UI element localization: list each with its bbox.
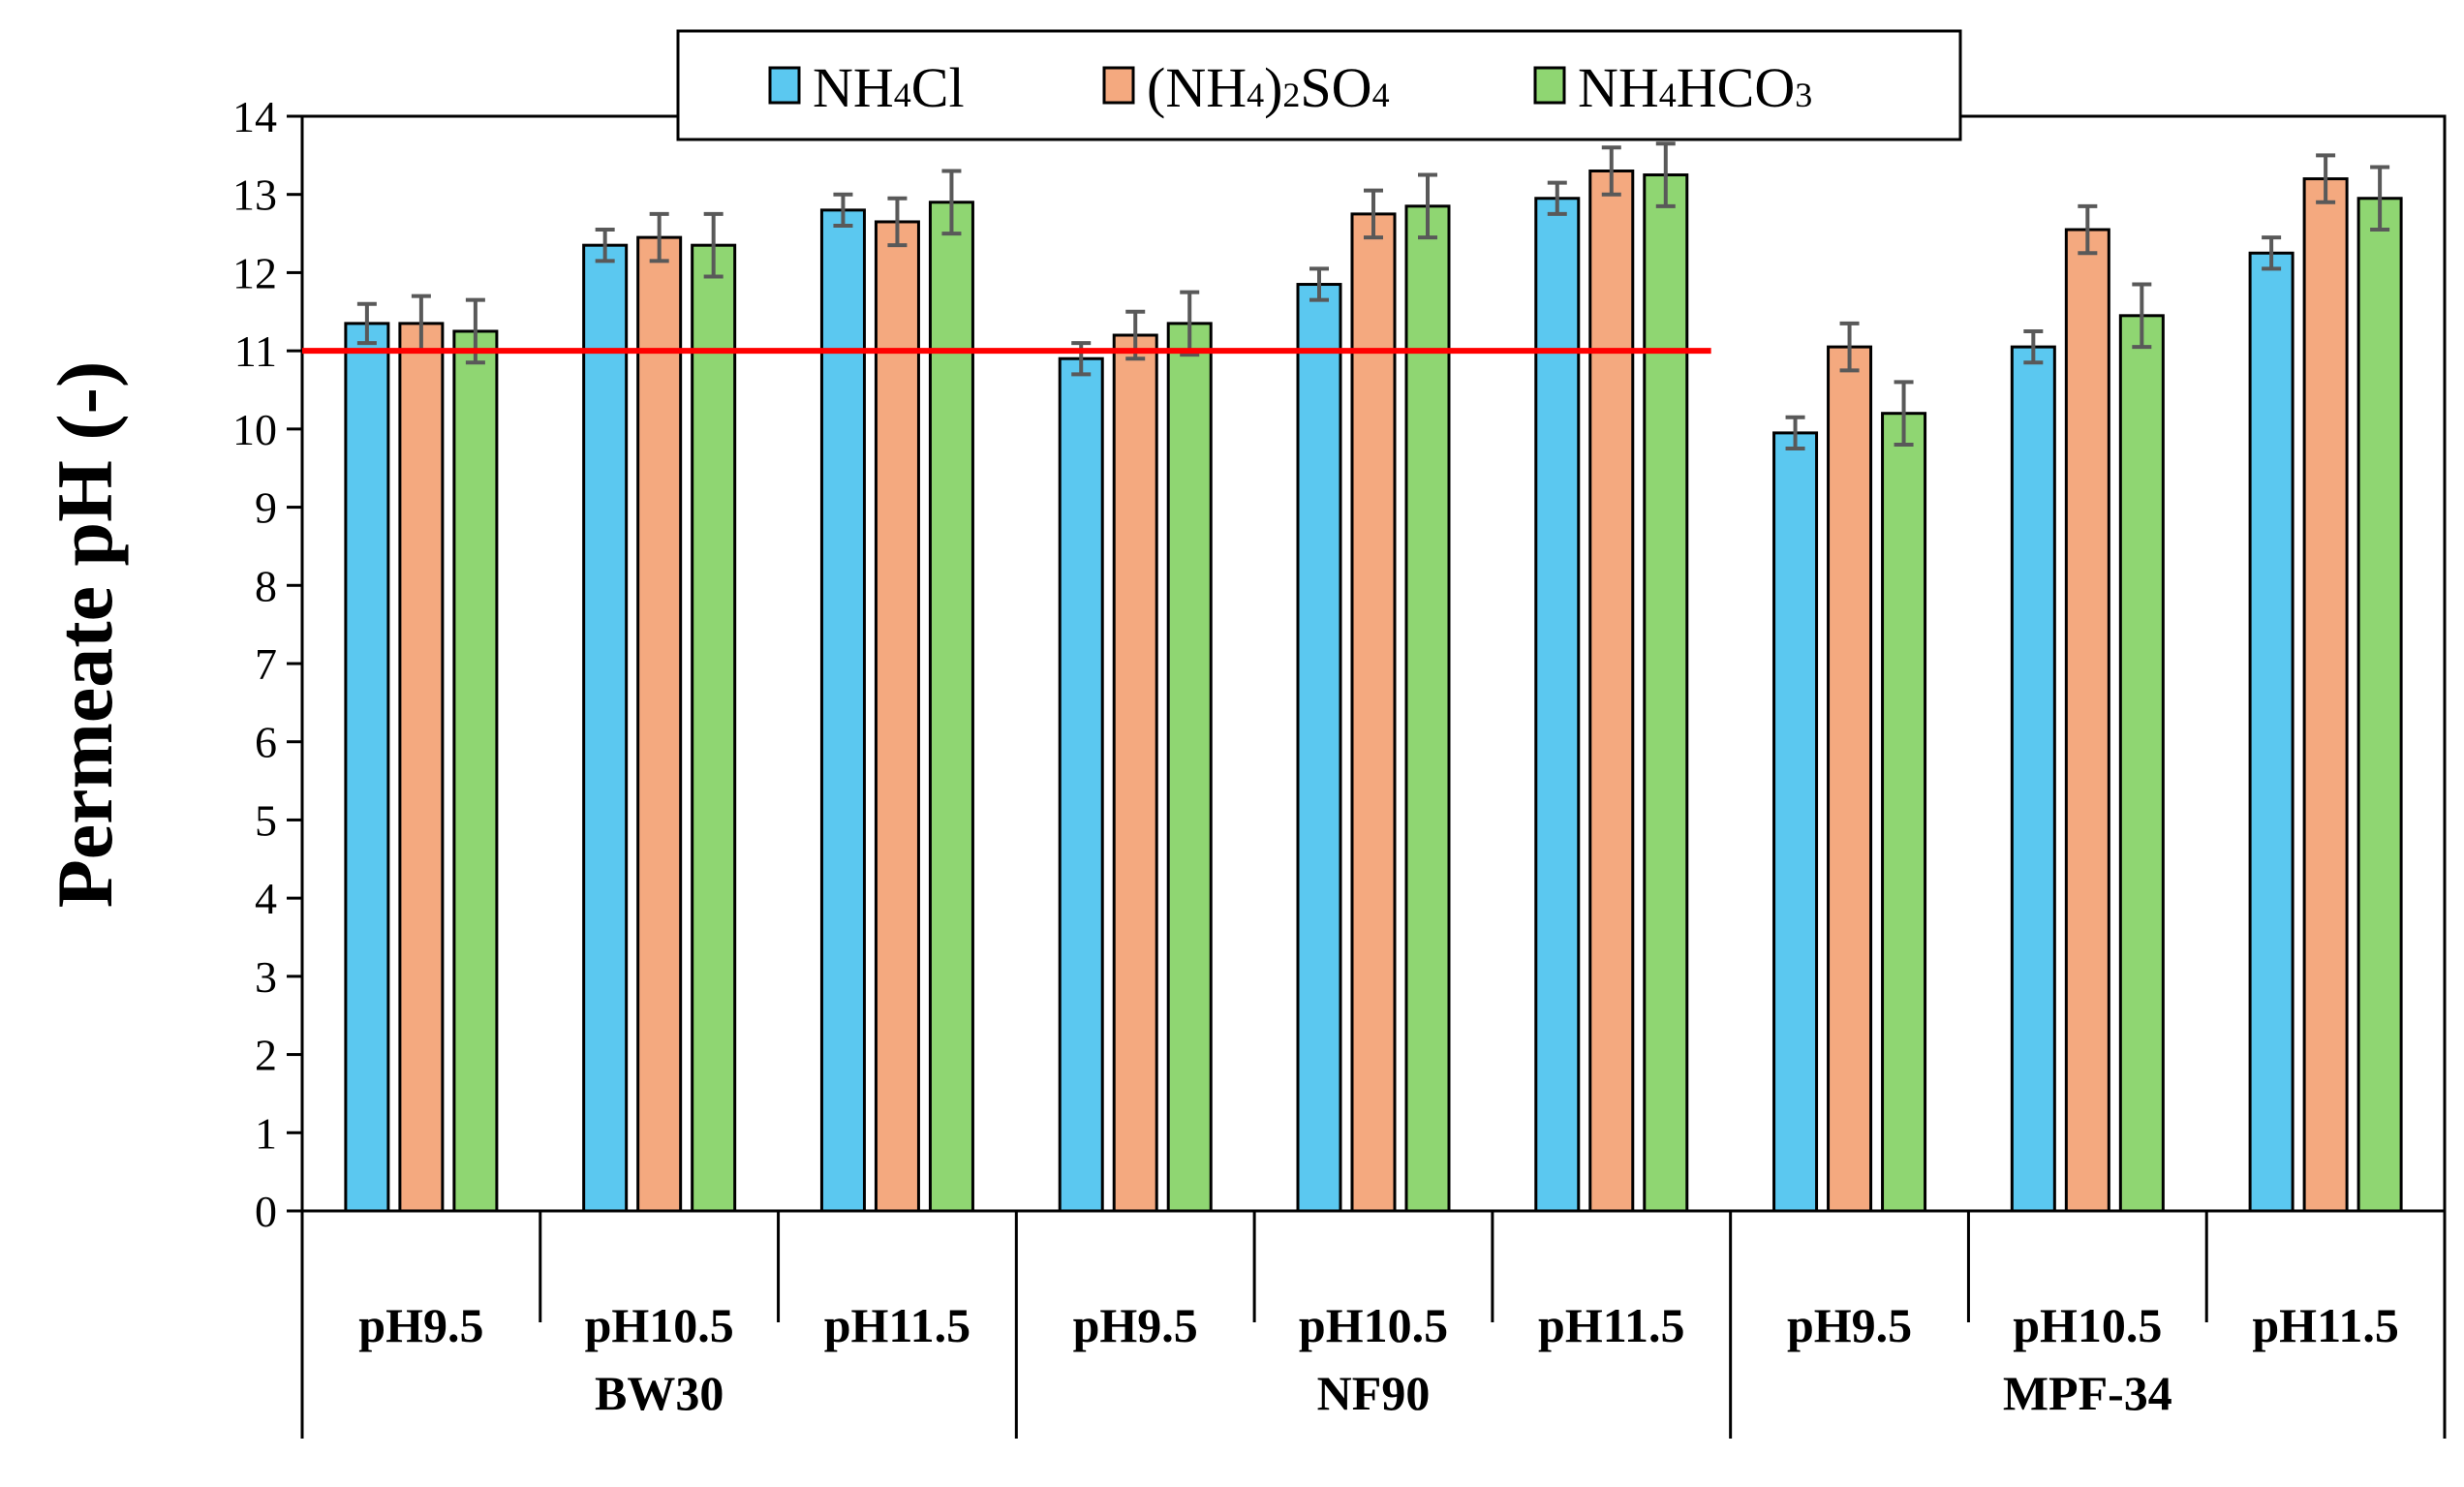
- bar: [344, 322, 390, 1213]
- y-tick-label: 11: [234, 326, 277, 376]
- legend-box: [676, 29, 1962, 141]
- y-tick-label: 6: [255, 718, 277, 767]
- bar: [1643, 173, 1689, 1213]
- y-tick-label: 5: [255, 795, 277, 845]
- bar: [2302, 177, 2349, 1213]
- y-tick-label: 4: [255, 874, 277, 923]
- bar: [582, 243, 629, 1213]
- y-tick-label: 2: [255, 1031, 277, 1080]
- bar: [874, 220, 920, 1213]
- category-label: pH10.5: [2013, 1298, 2162, 1352]
- y-tick-label: 3: [255, 952, 277, 1002]
- bar: [2064, 228, 2110, 1213]
- y-tick-label: 10: [232, 405, 277, 454]
- group-label: NF90: [1317, 1366, 1431, 1420]
- legend: NH4Cl (NH4)2SO4 NH4HCO3: [676, 29, 1962, 141]
- bar: [1166, 322, 1213, 1213]
- bar: [691, 243, 737, 1213]
- bar: [2356, 197, 2403, 1213]
- category-label: pH9.5: [358, 1298, 483, 1352]
- category-label: pH10.5: [1299, 1298, 1448, 1352]
- category-label: pH11.5: [824, 1298, 970, 1352]
- y-tick-label: 7: [255, 639, 277, 689]
- bar: [1534, 197, 1581, 1213]
- legend-text-part: NH: [813, 56, 894, 119]
- bar: [1296, 283, 1342, 1213]
- legend-text-part: Cl: [911, 56, 965, 119]
- category-label: pH9.5: [1787, 1298, 1912, 1352]
- group-label: MPF-34: [2003, 1366, 2172, 1420]
- legend-subscript: 4: [1659, 76, 1677, 114]
- legend-text-part: ): [1264, 56, 1282, 119]
- legend-subscript: 3: [1795, 76, 1812, 114]
- category-label: pH11.5: [1538, 1298, 1684, 1352]
- y-tick-label: 0: [255, 1187, 277, 1236]
- y-tick-label: 9: [255, 483, 277, 533]
- y-axis-label: Permeate pH (-): [41, 361, 129, 909]
- legend-text-part: (NH: [1147, 56, 1247, 119]
- error-bars: [356, 141, 2390, 451]
- bar: [1881, 412, 1927, 1213]
- legend-text-part: NH: [1578, 56, 1659, 119]
- y-tick-label: 8: [255, 561, 277, 610]
- bar: [636, 235, 683, 1213]
- legend-swatch: [1533, 66, 1566, 105]
- legend-swatch: [768, 66, 801, 105]
- legend-subscript: 4: [1247, 76, 1264, 114]
- bar: [1350, 212, 1397, 1213]
- y-tick-label: 13: [232, 170, 277, 220]
- legend-label: NH4HCO3: [1578, 56, 1812, 119]
- legend-subscript: 2: [1282, 76, 1300, 114]
- bar: [1112, 333, 1158, 1213]
- bar: [1827, 345, 1873, 1213]
- bar: [1058, 356, 1104, 1213]
- bars: [344, 170, 2403, 1213]
- y-tick-label: 1: [255, 1108, 277, 1158]
- bar: [398, 322, 445, 1213]
- category-label: pH11.5: [2252, 1298, 2398, 1352]
- group-label: BW30: [595, 1366, 724, 1420]
- bar: [819, 208, 866, 1213]
- legend-text-part: SO: [1300, 56, 1371, 119]
- category-label: pH10.5: [585, 1298, 734, 1352]
- bar: [1588, 170, 1635, 1213]
- bar: [452, 329, 499, 1213]
- legend-subscript: 4: [1372, 76, 1390, 114]
- y-tick-label: 14: [232, 92, 277, 141]
- category-label: pH9.5: [1073, 1298, 1198, 1352]
- bar: [1404, 204, 1451, 1213]
- bar: [2010, 345, 2056, 1213]
- legend-swatch: [1102, 66, 1135, 105]
- bar: [2118, 314, 2165, 1213]
- legend-text-part: HCO: [1677, 56, 1795, 119]
- legend-label: (NH4)2SO4: [1147, 56, 1390, 119]
- legend-label: NH4Cl: [813, 56, 965, 119]
- bar: [1772, 431, 1819, 1213]
- legend-subscript: 4: [894, 76, 911, 114]
- bar: [2248, 251, 2295, 1213]
- y-tick-label: 12: [232, 248, 277, 297]
